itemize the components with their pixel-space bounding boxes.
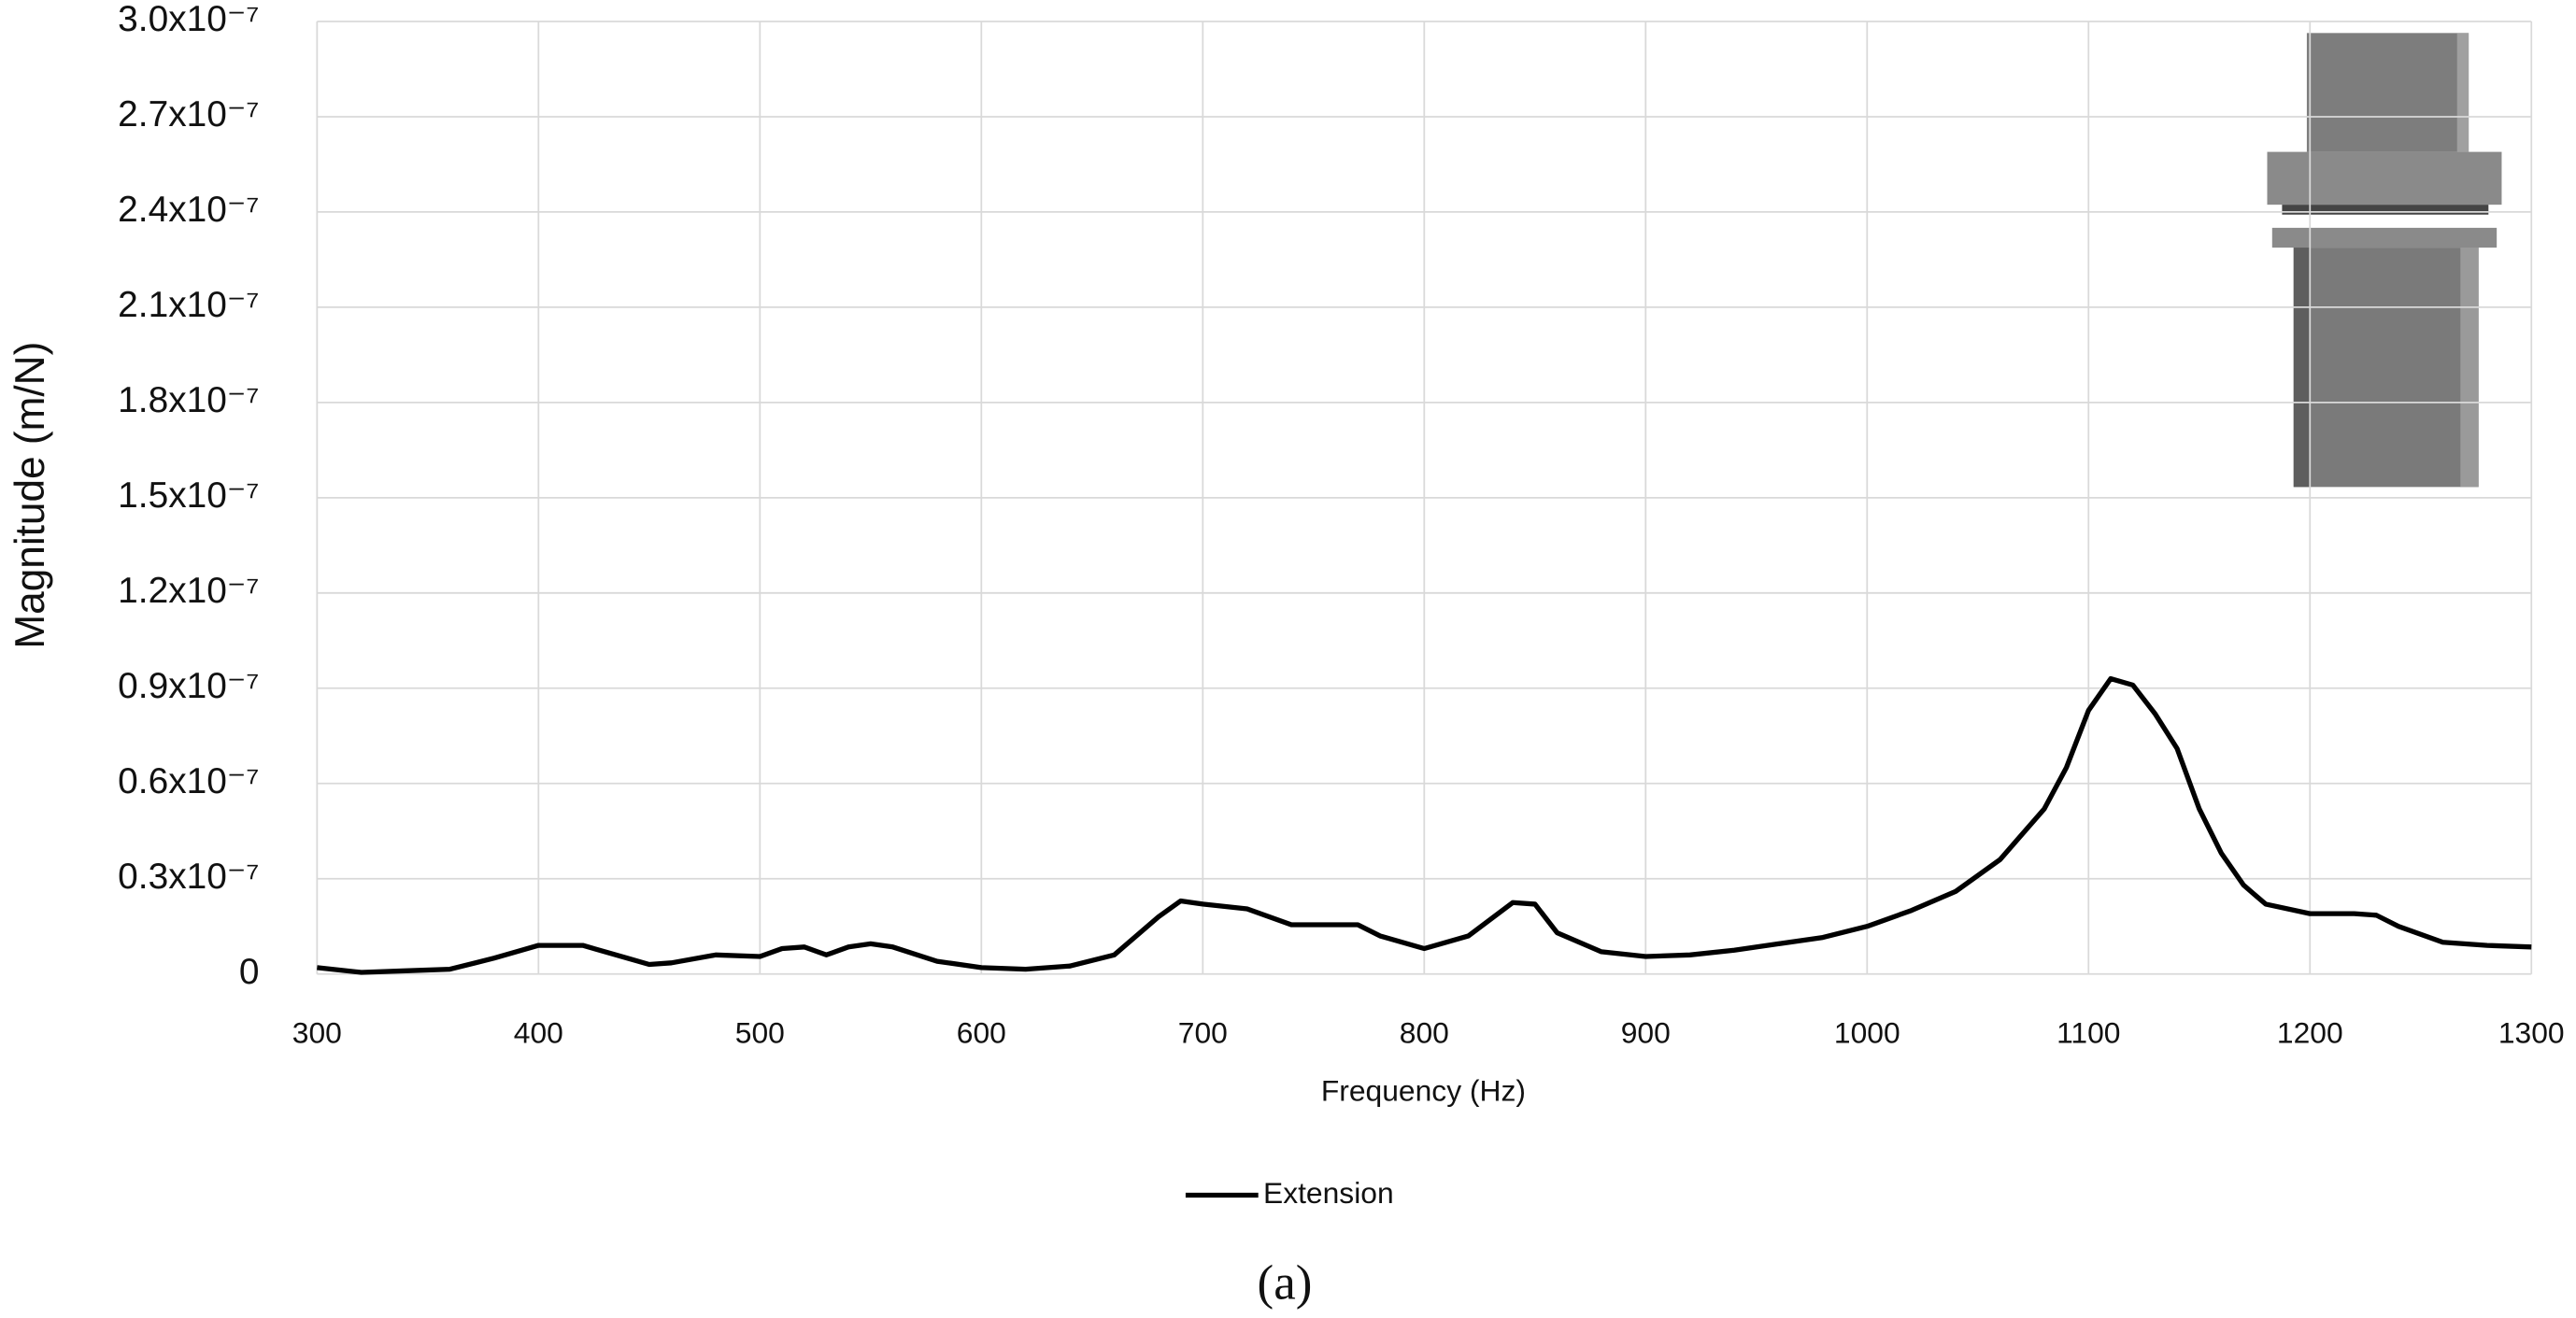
y-tick-label: 1.5x10⁻⁷ [118,475,259,516]
data-line [317,675,2532,975]
x-tick-label: 1200 [2277,1015,2343,1049]
y-tick-label: 2.1x10⁻⁷ [118,285,259,325]
y-tick-label: 0.3x10⁻⁷ [118,857,259,897]
y-tick-label: 1.2x10⁻⁷ [118,571,259,611]
y-axis-title: Magnitude (m/N) [7,342,53,649]
x-axis-title: Frequency (Hz) [1321,1073,1526,1107]
x-tick-label: 1000 [1834,1015,1900,1049]
x-tick-label: 700 [1178,1015,1228,1049]
y-tick-label: 2.4x10⁻⁷ [118,190,259,230]
x-tick-label: 300 [292,1015,342,1049]
x-tick-label: 1300 [2498,1015,2565,1049]
x-tick-label: 1100 [2057,1015,2120,1049]
legend-label: Extension [1263,1176,1394,1210]
inset-tool-image [2267,33,2502,488]
x-tick-label: 500 [735,1015,785,1049]
x-tick-label: 900 [1621,1015,1671,1049]
x-tick-label: 400 [514,1015,563,1049]
y-tick-label: 0 [239,952,260,992]
caption: (a) [1258,1256,1313,1311]
y-tick-label: 3.0x10⁻⁷ [118,0,259,39]
y-tick-label: 1.8x10⁻⁷ [118,380,259,420]
y-tick-label: 2.7x10⁻⁷ [118,94,259,135]
y-tick-label: 0.9x10⁻⁷ [118,666,259,706]
x-tick-label: 800 [1400,1015,1449,1049]
x-tick-label: 600 [957,1015,1006,1049]
y-tick-label: 0.6x10⁻⁷ [118,761,259,801]
